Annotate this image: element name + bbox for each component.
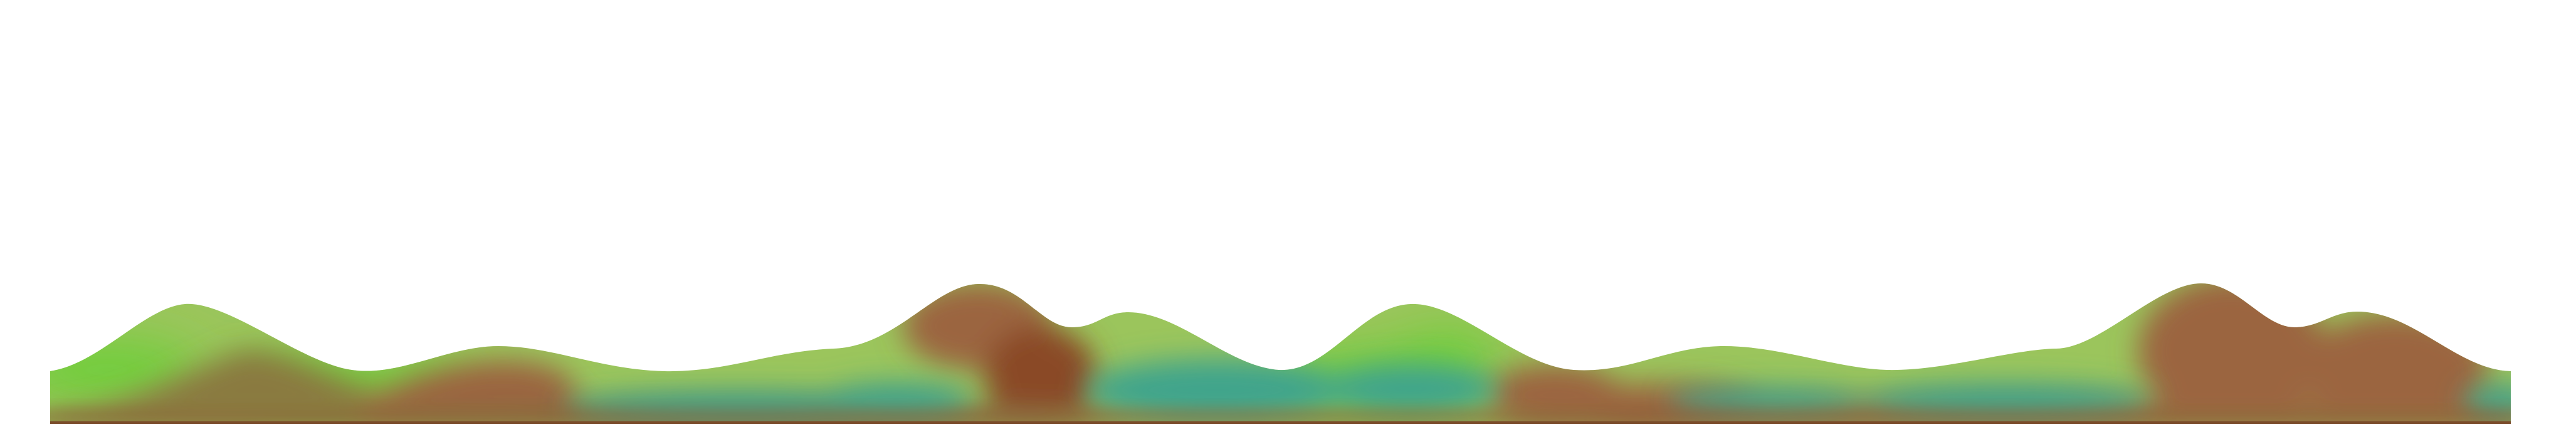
ground-baseline [50, 421, 2511, 424]
